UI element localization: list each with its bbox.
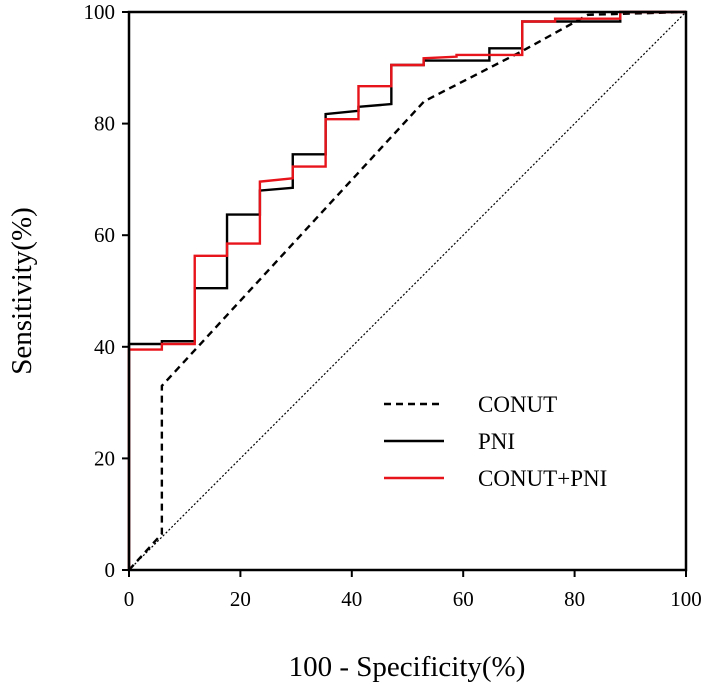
legend-label-pni: PNI [478, 429, 515, 454]
tick-labels: 0 20 40 60 80 100 0 20 40 60 80 100 [84, 0, 702, 611]
y-tick-label: 100 [84, 0, 116, 24]
plot-frame [127, 10, 688, 572]
legend: CONUT PNI CONUT+PNI [384, 392, 607, 491]
legend-label-conut-pni: CONUT+PNI [478, 466, 607, 491]
y-tick-label: 60 [94, 223, 115, 247]
x-tick-label: 40 [341, 587, 362, 611]
x-tick-label: 0 [124, 587, 135, 611]
legend-label-conut: CONUT [478, 392, 557, 417]
reference-line [128, 11, 687, 571]
y-tick-label: 0 [105, 558, 116, 582]
x-tick-label: 80 [564, 587, 585, 611]
x-tick-label: 20 [230, 587, 251, 611]
x-tick-label: 100 [670, 587, 702, 611]
tick-marks [122, 11, 687, 577]
y-tick-label: 80 [94, 112, 115, 136]
series-conut-pni-line [127, 10, 686, 570]
x-axis-title: 100 - Specificity(%) [289, 651, 526, 683]
y-tick-label: 40 [94, 335, 115, 359]
series-conut-line [128, 10, 687, 571]
x-tick-label: 60 [453, 587, 474, 611]
axes [127, 10, 688, 572]
y-axis-title: Sensitivity(%) [6, 207, 38, 375]
y-tick-label: 20 [94, 446, 115, 470]
plot-area [127, 10, 687, 571]
